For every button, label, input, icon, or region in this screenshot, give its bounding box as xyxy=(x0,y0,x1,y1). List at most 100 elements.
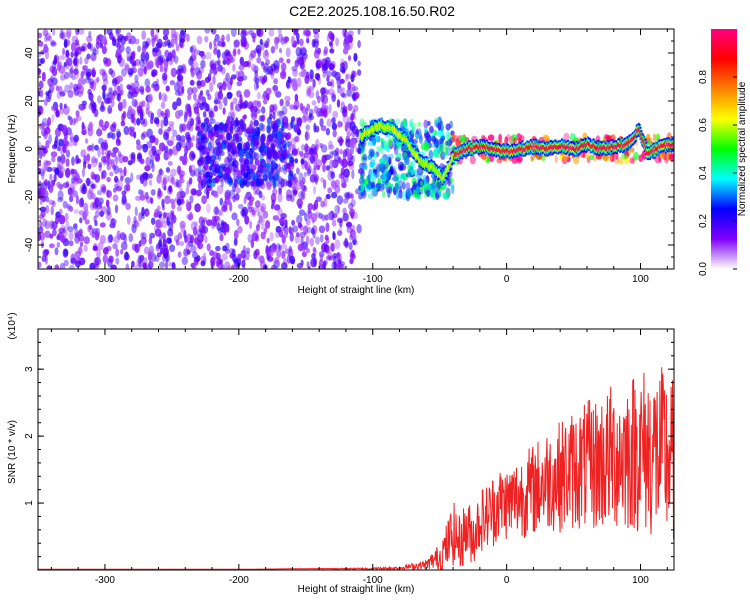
spectrogram-cell xyxy=(102,89,106,100)
spectrogram-cell xyxy=(282,140,287,149)
spectrogram-cell xyxy=(322,163,326,173)
spectrogram-cell xyxy=(309,85,315,92)
spectrogram-cell xyxy=(187,57,194,67)
spectrogram-cell xyxy=(198,92,203,101)
spectrogram-cell xyxy=(198,233,202,240)
snr-multiplier: (x10⁴) xyxy=(7,312,18,339)
spectrogram-cell xyxy=(350,224,356,231)
snr-background xyxy=(38,329,674,570)
spectrogram-cell xyxy=(261,106,266,114)
spectrogram-cell xyxy=(182,159,187,166)
spectrogram-cell xyxy=(51,200,56,208)
spectrogram-cell xyxy=(434,119,439,128)
spectrogram-cell xyxy=(416,172,423,180)
spectrogram-cell xyxy=(261,114,266,121)
spectrogram-cell xyxy=(343,168,350,178)
spectrogram-cell xyxy=(261,256,265,265)
spectrogram-cell xyxy=(145,41,150,48)
spectrogram-cell xyxy=(97,126,101,137)
spectrogram-cell xyxy=(90,99,95,108)
spectrogram-cell xyxy=(197,95,202,105)
spectrogram-cell xyxy=(346,227,353,234)
spectrogram-cell xyxy=(50,179,55,189)
spectrogram-cell xyxy=(382,157,386,165)
spectrogram-cell xyxy=(433,138,439,149)
spectrogram-cell xyxy=(131,223,137,234)
spectrogram-cell xyxy=(88,224,92,230)
spectrogram-ridge-cell xyxy=(361,135,364,140)
spectrogram-cell xyxy=(146,141,153,149)
spectrogram-cell xyxy=(110,152,117,158)
spectrogram-cell xyxy=(224,195,231,206)
spectrogram-cell xyxy=(298,56,304,67)
spectrogram-cell xyxy=(167,140,174,147)
spectrogram-ridge-cell xyxy=(486,145,489,150)
spectrogram-ridge-cell xyxy=(544,147,547,152)
spectrogram-cell xyxy=(469,155,476,165)
spectrogram-ylabel: Frequency (Hz) xyxy=(7,115,18,184)
spectrogram-cell xyxy=(313,185,316,195)
spectrogram-cell xyxy=(97,241,104,251)
spectrogram-cell xyxy=(54,247,59,256)
spectrogram-cell xyxy=(62,48,66,56)
spectrogram-cell xyxy=(395,142,401,151)
spectrogram-ridge-cell xyxy=(379,124,381,129)
spectrogram-cell xyxy=(247,233,253,243)
spectrogram-cell xyxy=(229,121,233,129)
spectrogram-cell xyxy=(51,156,56,163)
spectrogram-cell xyxy=(260,205,265,213)
spectrogram-cell xyxy=(279,98,284,107)
spectrogram-cell xyxy=(375,182,382,189)
spectrogram-ridge-cell xyxy=(592,142,595,148)
spectrogram-cell xyxy=(279,70,287,80)
spectrogram-cell xyxy=(455,138,460,148)
spectrogram-cell xyxy=(420,180,424,187)
spectrogram-cell xyxy=(357,69,362,76)
spectrogram-cell xyxy=(246,146,250,154)
spectrogram-cell xyxy=(109,31,114,40)
spectrogram-cell xyxy=(229,77,233,86)
x-tick-label: -300 xyxy=(95,575,115,586)
spectrogram-cell xyxy=(326,81,333,87)
spectrogram-cell xyxy=(357,168,365,175)
spectrogram-cell xyxy=(336,262,344,269)
spectrogram-cell xyxy=(263,98,268,105)
spectrogram-cell xyxy=(398,189,403,199)
spectrogram-cell xyxy=(187,94,192,101)
snr-series-line xyxy=(38,367,674,570)
spectrogram-cell xyxy=(348,55,351,61)
spectrogram-cell xyxy=(305,235,310,245)
spectrogram-cell xyxy=(60,224,66,231)
spectrogram-cell xyxy=(231,212,238,221)
spectrogram-cell xyxy=(148,149,154,158)
spectrogram-cell xyxy=(147,250,155,258)
spectrogram-cell xyxy=(240,249,247,259)
spectrogram-cell xyxy=(331,94,337,102)
spectrogram-ridge-cell xyxy=(665,141,668,147)
spectrogram-cell xyxy=(239,94,243,105)
spectrogram-cell xyxy=(415,130,420,140)
spectrogram-cell xyxy=(215,175,220,184)
spectrogram-cell xyxy=(58,138,64,147)
spectrogram-cell xyxy=(172,101,178,111)
spectrogram-cell xyxy=(77,77,83,87)
spectrogram-cell xyxy=(313,174,320,183)
spectrogram-cell xyxy=(238,126,243,136)
spectrogram-cell xyxy=(161,221,168,228)
spectrogram-cell xyxy=(73,57,78,66)
spectrogram-cell xyxy=(273,204,281,211)
spectrogram-cell xyxy=(138,212,143,222)
spectrogram-cell xyxy=(156,252,162,258)
spectrogram-cell xyxy=(108,234,113,243)
spectrogram-cell xyxy=(256,92,261,100)
spectrogram-cell xyxy=(100,35,107,45)
spectrogram-cell xyxy=(378,183,385,192)
spectrogram-cell xyxy=(139,254,145,262)
spectrogram-cell xyxy=(272,123,279,132)
spectrogram-ridge-cell xyxy=(366,129,369,134)
spectrogram-ridge-cell xyxy=(562,145,565,150)
spectrogram-cell xyxy=(328,30,333,40)
spectrogram-cell xyxy=(80,149,87,158)
spectrogram-cell xyxy=(73,117,79,124)
spectrogram-cell xyxy=(406,188,412,198)
